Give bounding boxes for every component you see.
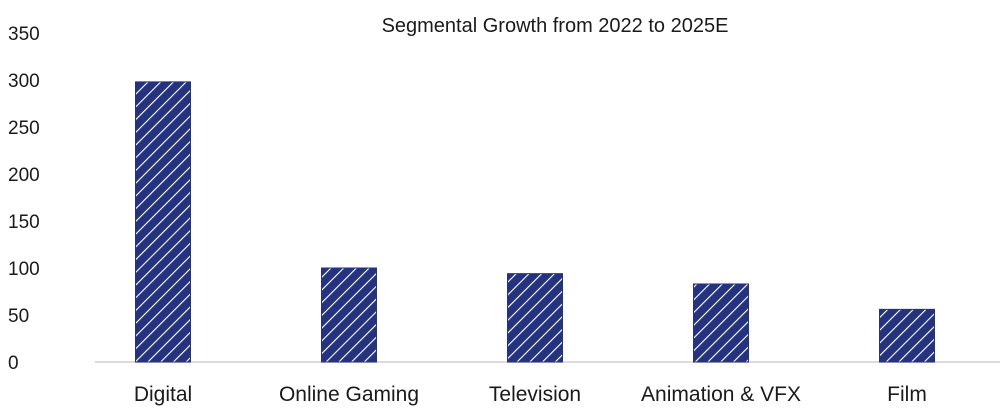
y-tick-label: 250 [8, 118, 40, 139]
y-tick-label: 350 [8, 24, 40, 45]
bar-digital [135, 81, 191, 363]
y-tick-label: 0 [8, 353, 19, 374]
y-tick-label: 150 [8, 212, 40, 233]
bar-animation-vfx [693, 283, 749, 363]
chart-title: Segmental Growth from 2022 to 2025E [382, 15, 729, 37]
y-tick-label: 100 [8, 259, 40, 280]
bar-film [879, 308, 935, 363]
y-tick-label: 50 [8, 306, 29, 327]
x-axis: Digital Online Gaming Television Animation … [134, 383, 927, 406]
y-tick-label: 200 [8, 165, 40, 186]
x-tick-label: Digital [134, 383, 192, 406]
x-tick-label: Television [489, 383, 581, 406]
x-tick-label: Film [887, 383, 927, 406]
y-tick-label: 300 [8, 71, 40, 92]
x-tick-label: Animation & VFX [641, 383, 801, 406]
x-tick-label: Online Gaming [279, 383, 419, 406]
bar-online-gaming [321, 267, 377, 363]
bar-television [507, 273, 563, 363]
bars-group [135, 81, 935, 363]
y-axis: 0 50 100 150 200 250 300 350 [8, 24, 40, 374]
